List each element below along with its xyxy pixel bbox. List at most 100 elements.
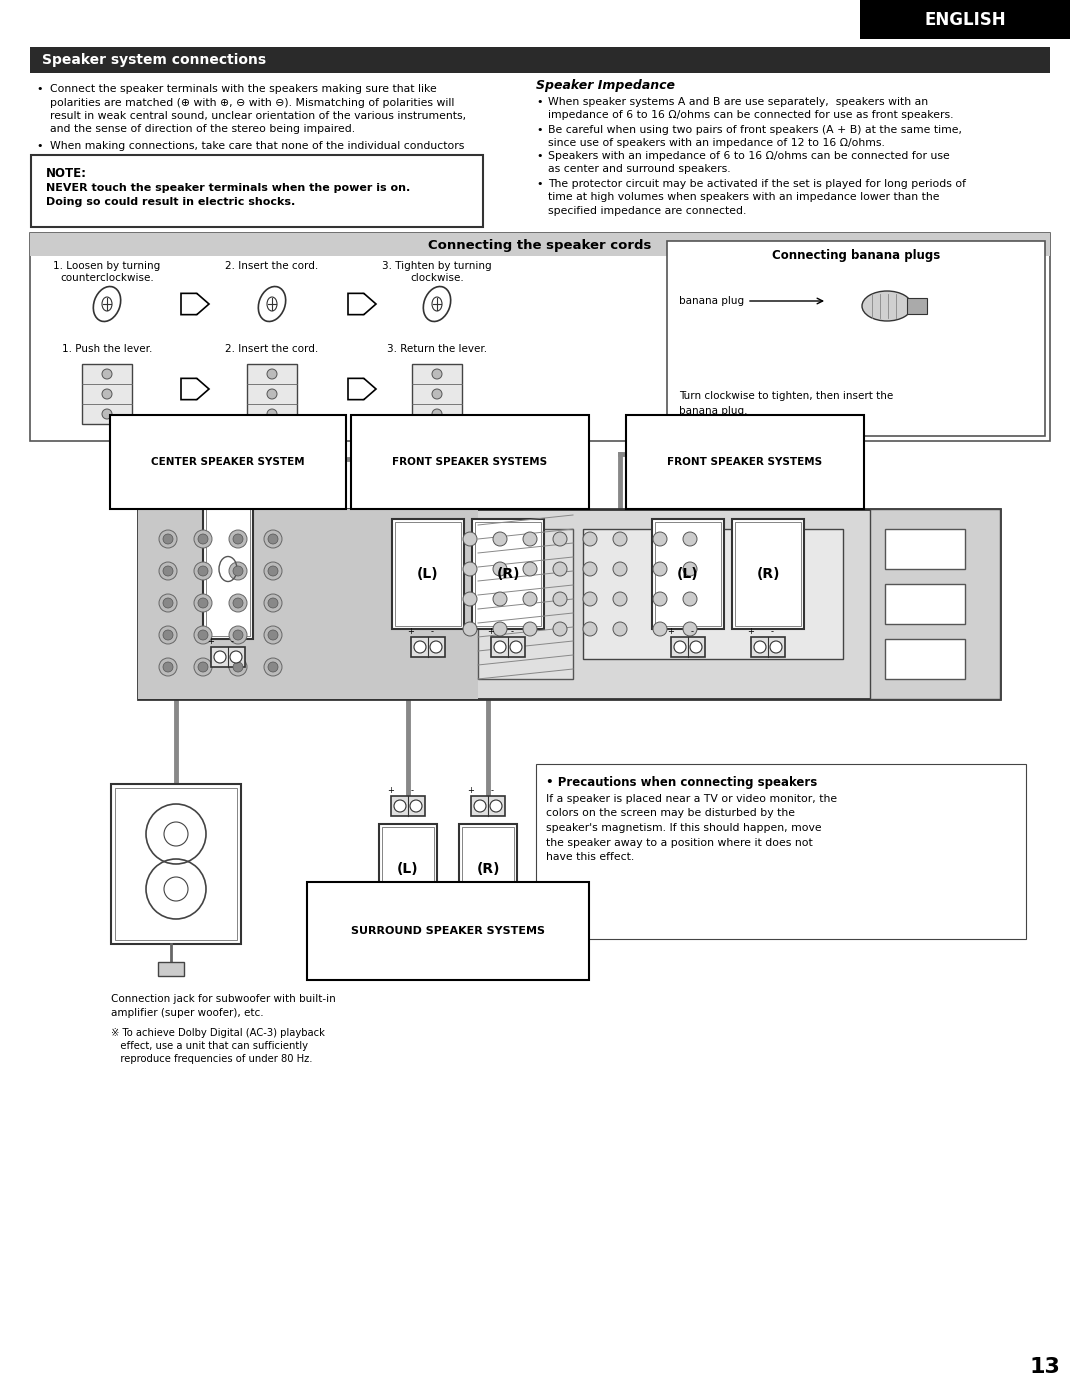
Bar <box>411 364 462 424</box>
Text: If a speaker is placed near a TV or video monitor, the: If a speaker is placed near a TV or vide… <box>546 795 837 804</box>
Text: 2. Insert the cord.: 2. Insert the cord. <box>226 344 319 354</box>
Bar <box>462 827 514 911</box>
Circle shape <box>264 625 282 644</box>
Text: speaker's magnetism. If this should happen, move: speaker's magnetism. If this should happ… <box>546 823 822 832</box>
Bar <box>671 637 705 658</box>
Text: -: - <box>690 627 693 637</box>
Circle shape <box>523 532 537 546</box>
Text: +: + <box>468 786 474 795</box>
Bar <box>652 519 724 630</box>
Bar <box>459 824 517 914</box>
Text: 3. Return the lever.: 3. Return the lever. <box>387 344 487 354</box>
Ellipse shape <box>862 291 912 320</box>
Circle shape <box>683 532 697 546</box>
Bar <box>30 234 1050 441</box>
Text: •: • <box>536 97 542 106</box>
Circle shape <box>163 567 173 576</box>
Circle shape <box>264 595 282 611</box>
Text: +: + <box>388 786 394 795</box>
Bar <box>247 364 297 424</box>
Text: •: • <box>36 84 42 94</box>
Circle shape <box>233 597 243 609</box>
Circle shape <box>683 623 697 637</box>
Circle shape <box>613 592 627 606</box>
Text: System B: System B <box>720 481 770 491</box>
Text: +: + <box>487 627 495 637</box>
Circle shape <box>229 562 247 581</box>
Text: and the sense of direction of the stereo being impaired.: and the sense of direction of the stereo… <box>50 125 355 134</box>
Bar <box>411 637 445 658</box>
Bar <box>82 364 132 424</box>
Circle shape <box>523 562 537 576</box>
Circle shape <box>653 623 667 637</box>
Polygon shape <box>181 292 210 315</box>
Circle shape <box>474 800 486 811</box>
Text: reproduce frequencies of under 80 Hz.: reproduce frequencies of under 80 Hz. <box>111 1053 312 1065</box>
Text: effect, use a unit that can sufficiently: effect, use a unit that can sufficiently <box>111 1041 308 1051</box>
Text: Connect the speaker terminals with the speakers making sure that like: Connect the speaker terminals with the s… <box>50 84 436 94</box>
Bar <box>114 788 237 940</box>
Circle shape <box>490 800 502 811</box>
Text: •: • <box>36 141 42 151</box>
Circle shape <box>463 562 477 576</box>
Polygon shape <box>181 378 210 400</box>
Circle shape <box>267 409 276 418</box>
Circle shape <box>583 623 597 637</box>
Circle shape <box>690 641 702 653</box>
Circle shape <box>233 630 243 639</box>
Text: +: + <box>747 627 755 637</box>
Text: banana plug.: banana plug. <box>679 406 747 416</box>
Circle shape <box>268 662 278 672</box>
Circle shape <box>583 532 597 546</box>
Text: speaker cord conductors, or with the rear panel.: speaker cord conductors, or with the rea… <box>50 168 314 178</box>
Circle shape <box>198 597 208 609</box>
Circle shape <box>233 534 243 544</box>
Circle shape <box>432 389 442 399</box>
Text: as center and surround speakers.: as center and surround speakers. <box>548 165 731 175</box>
Text: When speaker systems A and B are use separately,  speakers with an: When speaker systems A and B are use sep… <box>548 97 928 106</box>
Circle shape <box>414 641 426 653</box>
Text: counterclockwise.: counterclockwise. <box>60 273 153 283</box>
Circle shape <box>683 592 697 606</box>
Bar <box>654 522 721 625</box>
Bar <box>391 796 426 816</box>
Circle shape <box>268 567 278 576</box>
Text: colors on the screen may be disturbed by the: colors on the screen may be disturbed by… <box>546 809 795 818</box>
Circle shape <box>653 562 667 576</box>
Bar <box>31 155 483 227</box>
Text: (L): (L) <box>417 567 438 581</box>
Text: -: - <box>410 786 414 795</box>
Bar <box>583 529 843 659</box>
Bar <box>392 519 464 630</box>
Text: -: - <box>511 627 513 637</box>
Circle shape <box>229 658 247 676</box>
Text: -: - <box>230 637 233 646</box>
Bar <box>395 522 461 625</box>
Circle shape <box>770 641 782 653</box>
Circle shape <box>198 662 208 672</box>
Text: • Precautions when connecting speakers: • Precautions when connecting speakers <box>546 776 818 789</box>
Bar <box>211 646 245 667</box>
Bar <box>478 529 573 679</box>
Circle shape <box>523 592 537 606</box>
Bar <box>475 522 541 625</box>
Circle shape <box>430 641 442 653</box>
Circle shape <box>163 630 173 639</box>
Circle shape <box>492 592 507 606</box>
Circle shape <box>432 409 442 418</box>
Circle shape <box>194 530 212 548</box>
Circle shape <box>492 562 507 576</box>
Circle shape <box>583 562 597 576</box>
Circle shape <box>198 534 208 544</box>
Text: FRONT SPEAKER SYSTEMS: FRONT SPEAKER SYSTEMS <box>667 457 823 467</box>
Circle shape <box>268 597 278 609</box>
Circle shape <box>268 534 278 544</box>
Text: have this effect.: have this effect. <box>546 852 634 862</box>
Bar <box>138 509 1000 700</box>
Circle shape <box>674 641 686 653</box>
Circle shape <box>214 651 226 663</box>
Text: -: - <box>490 786 494 795</box>
Text: (R): (R) <box>476 862 500 876</box>
Polygon shape <box>348 378 376 400</box>
Bar <box>471 796 505 816</box>
